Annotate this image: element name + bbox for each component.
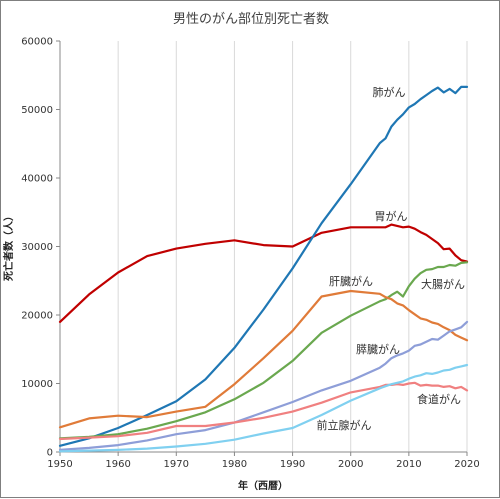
series-line xyxy=(58,363,469,453)
series-label: 食道がん xyxy=(417,392,461,406)
series-line xyxy=(58,289,469,429)
series-label: 肝臓がん xyxy=(329,274,373,288)
series-line xyxy=(58,381,469,441)
x-tick-label: 1980 xyxy=(222,459,247,470)
x-tick-label: 2000 xyxy=(338,459,363,470)
x-tick-label: 1960 xyxy=(105,459,130,470)
axes: 1950 1960 1970 1980 1990 2000 2010 2020 0 10000 20… xyxy=(21,37,480,471)
y-tick-label: 0 xyxy=(47,448,53,459)
series-line xyxy=(58,261,469,440)
grid-lines xyxy=(59,41,468,452)
series-label: 膵臓がん xyxy=(356,342,400,356)
x-tick-label: 2010 xyxy=(396,459,421,470)
y-tick-label: 60000 xyxy=(21,37,53,48)
y-tick-label: 50000 xyxy=(21,105,53,116)
series-label: 胃がん xyxy=(375,209,408,223)
x-tick-label: 1950 xyxy=(47,459,72,470)
y-axis-label: 死亡者数（人） xyxy=(2,211,15,281)
x-tick-label: 2020 xyxy=(454,459,479,470)
series-lines xyxy=(58,85,469,453)
x-tick-label: 1990 xyxy=(280,459,305,470)
x-tick-label: 1970 xyxy=(164,459,189,470)
series-label: 肺がん xyxy=(373,85,406,99)
y-tick-label: 30000 xyxy=(21,242,53,253)
y-tick-label: 20000 xyxy=(21,311,53,322)
series-label: 大腸がん xyxy=(421,277,465,291)
series-line xyxy=(58,320,469,451)
y-tick-label: 10000 xyxy=(21,379,53,390)
x-axis-label: 年（西暦） xyxy=(238,479,288,492)
chart-title: 男性のがん部位別死亡者数 xyxy=(173,12,329,27)
y-tick-label: 40000 xyxy=(21,174,53,185)
series-line xyxy=(58,223,469,323)
series-label: 前立腺がん xyxy=(317,418,372,432)
series-line xyxy=(58,85,469,447)
